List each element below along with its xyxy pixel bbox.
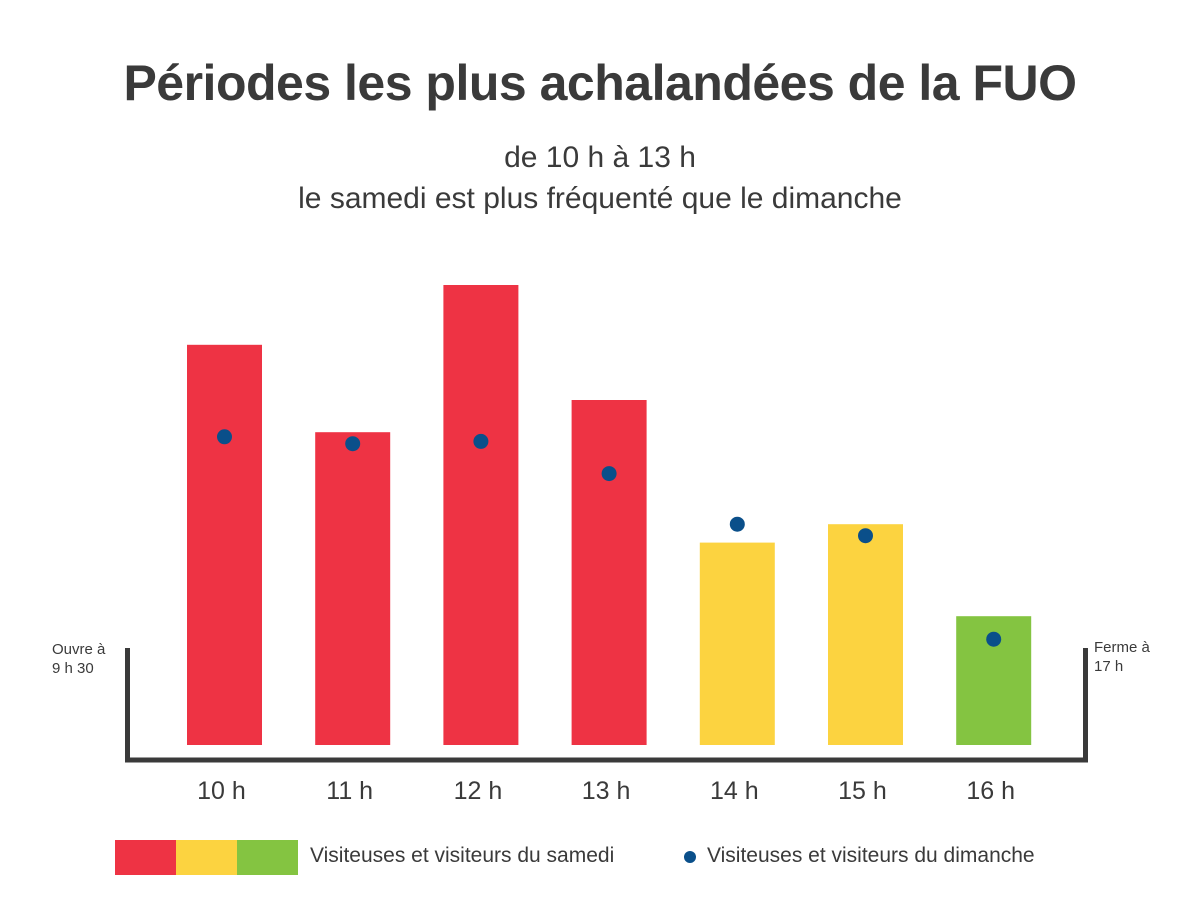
closing-note-line-2: 17 h [1094, 658, 1124, 675]
legend-swatch-busy [115, 840, 176, 875]
saturday-bar-3 [571, 400, 647, 745]
x-tick-label-4: 14 h [710, 777, 759, 805]
sunday-dot-4 [729, 516, 745, 532]
x-tick-label-2: 12 h [454, 777, 503, 805]
legend-sunday-label: Visiteuses et visiteurs du dimanche [707, 844, 1035, 867]
saturday-bar-5 [828, 524, 903, 745]
closing-note-line-1: Ferme à [1094, 639, 1150, 656]
x-tick-label-3: 13 h [582, 777, 631, 805]
x-tick-label-0: 10 h [197, 777, 246, 805]
saturday-bar-1 [315, 432, 391, 745]
x-tick-label-1: 11 h [326, 777, 373, 805]
sunday-dot-2 [473, 433, 489, 449]
sunday-dot-5 [858, 528, 873, 544]
opening-note-line-1: Ouvre à [52, 641, 106, 658]
sunday-dot-3 [601, 466, 617, 482]
sunday-dot-0 [217, 429, 232, 445]
chart-title: Périodes les plus achalandées de la FUO [123, 55, 1077, 111]
chart-subtitle-line-1: de 10 h à 13 h [504, 141, 696, 174]
sunday-dot-1 [345, 436, 361, 452]
legend-saturday-swatches [115, 840, 298, 875]
legend-sunday-dot [684, 851, 696, 863]
x-tick-label-6: 16 h [966, 777, 1015, 805]
saturday-bar-2 [443, 285, 519, 745]
chart-subtitle-line-2: le samedi est plus fréquenté que le dima… [298, 182, 902, 215]
opening-time-note: Ouvre à 9 h 30 [52, 640, 105, 678]
opening-note-line-2: 9 h 30 [52, 660, 94, 677]
sunday-dot-6 [986, 631, 1002, 647]
x-axis-bracket [125, 648, 1088, 763]
legend-swatch-quiet [237, 840, 298, 875]
saturday-bar-4 [699, 542, 775, 745]
saturday-bar-0 [187, 344, 262, 745]
sunday-dots [217, 429, 1002, 647]
x-tick-label-5: 15 h [838, 777, 887, 805]
legend-swatch-moderate [176, 840, 237, 875]
closing-time-note: Ferme à 17 h [1094, 638, 1150, 676]
saturday-bars [187, 285, 1032, 745]
x-tick-labels: 10 h 11 h 12 h 13 h 14 h 15 h 16 h [197, 777, 1015, 805]
legend-saturday-label: Visiteuses et visiteurs du samedi [310, 844, 615, 867]
